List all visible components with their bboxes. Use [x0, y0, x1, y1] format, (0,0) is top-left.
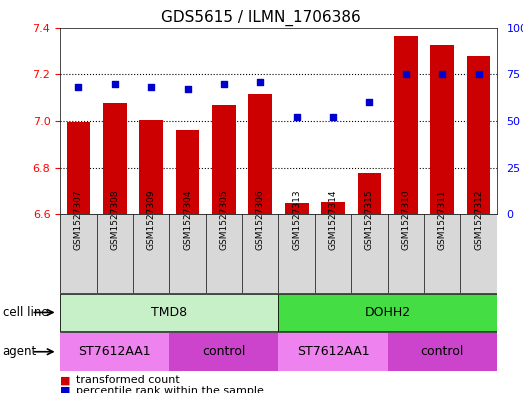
Text: GSM1527311: GSM1527311 [438, 189, 447, 250]
Bar [351, 214, 388, 293]
Bar [60, 333, 169, 371]
Text: GSM1527314: GSM1527314 [328, 189, 337, 250]
Text: GSM1527307: GSM1527307 [74, 189, 83, 250]
Bar [212, 105, 236, 214]
Text: cell line: cell line [3, 306, 48, 319]
Bar [103, 103, 127, 214]
Bar [394, 36, 418, 214]
Bar [66, 122, 90, 214]
Text: GSM1527305: GSM1527305 [220, 189, 229, 250]
Text: ■: ■ [60, 375, 71, 386]
Bar [358, 173, 381, 214]
Text: transformed count: transformed count [76, 375, 179, 386]
Bar [430, 45, 454, 214]
Bar [60, 214, 97, 293]
Text: GSM1527306: GSM1527306 [256, 189, 265, 250]
Text: GSM1527312: GSM1527312 [474, 189, 483, 250]
Bar [315, 214, 351, 293]
Title: GDS5615 / ILMN_1706386: GDS5615 / ILMN_1706386 [161, 10, 361, 26]
Bar [60, 294, 278, 331]
Bar [424, 214, 460, 293]
Text: percentile rank within the sample: percentile rank within the sample [76, 386, 264, 393]
Bar [321, 202, 345, 214]
Text: GSM1527315: GSM1527315 [365, 189, 374, 250]
Text: control: control [420, 345, 464, 358]
Point [474, 71, 483, 77]
Point [438, 71, 447, 77]
Bar [285, 203, 309, 214]
Bar [176, 130, 199, 214]
Point [365, 99, 373, 105]
Text: GSM1527313: GSM1527313 [292, 189, 301, 250]
Text: DOHH2: DOHH2 [365, 306, 411, 319]
Bar [97, 214, 133, 293]
Point [220, 80, 228, 86]
Bar [388, 333, 497, 371]
Text: GSM1527309: GSM1527309 [146, 189, 156, 250]
Text: GSM1527308: GSM1527308 [110, 189, 119, 250]
Bar [278, 294, 497, 331]
Bar [169, 333, 278, 371]
Point [256, 79, 265, 85]
Text: GSM1527310: GSM1527310 [401, 189, 411, 250]
Point [184, 86, 192, 92]
Bar [278, 214, 315, 293]
Text: ST7612AA1: ST7612AA1 [297, 345, 369, 358]
Text: TMD8: TMD8 [151, 306, 187, 319]
Bar [278, 333, 388, 371]
Bar [460, 214, 497, 293]
Bar [242, 214, 278, 293]
Text: ■: ■ [60, 386, 71, 393]
Text: GSM1527304: GSM1527304 [183, 189, 192, 250]
Bar [133, 214, 169, 293]
Bar [139, 120, 163, 214]
Point [110, 80, 119, 86]
Bar [467, 56, 491, 214]
Point [147, 84, 155, 90]
Bar [206, 214, 242, 293]
Bar [169, 214, 206, 293]
Point [292, 114, 301, 120]
Bar [388, 214, 424, 293]
Point [402, 71, 410, 77]
Point [329, 114, 337, 120]
Text: control: control [202, 345, 246, 358]
Text: ST7612AA1: ST7612AA1 [78, 345, 151, 358]
Bar [248, 94, 272, 214]
Point [74, 84, 83, 90]
Text: agent: agent [3, 345, 37, 358]
